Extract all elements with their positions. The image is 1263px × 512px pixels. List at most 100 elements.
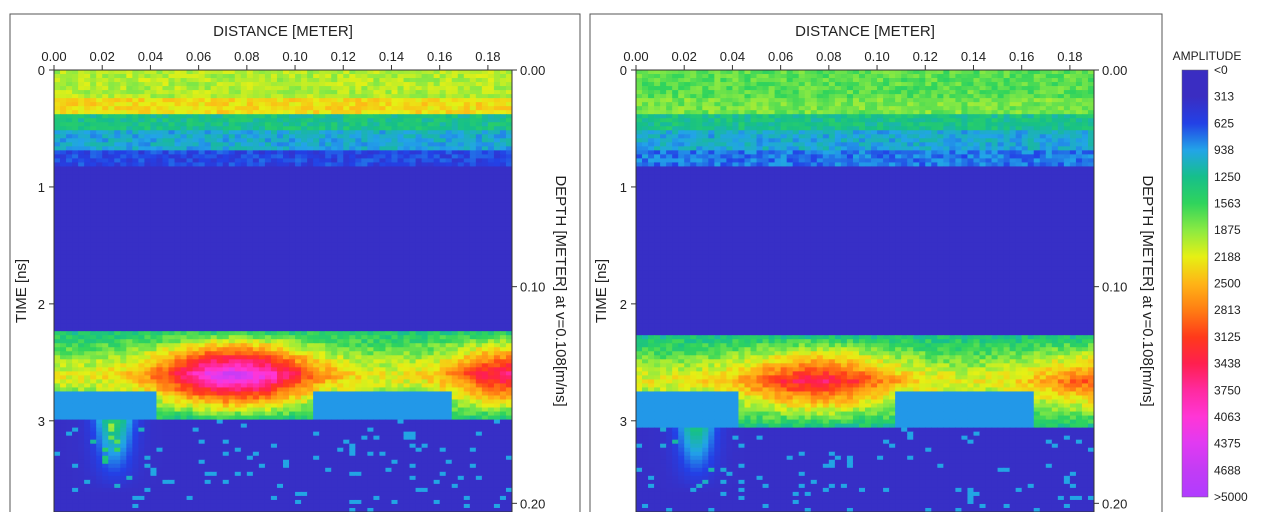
heatmap-cell [162, 311, 170, 316]
heatmap-cell [144, 126, 152, 131]
heatmap-cell [379, 303, 387, 308]
heatmap-cell [409, 214, 417, 220]
heatmap-cell [90, 262, 97, 268]
heatmap-cell [102, 311, 109, 316]
heatmap-cell [481, 307, 489, 312]
heatmap-cell [331, 78, 338, 83]
heatmap-cell [439, 134, 447, 139]
heatmap-cell [150, 86, 158, 91]
heatmap-cell [415, 299, 423, 304]
heatmap-cell [84, 154, 91, 159]
heatmap-cell [433, 170, 441, 176]
heatmap-cell [505, 291, 512, 296]
heatmap-cell [108, 198, 115, 204]
heatmap-cell [313, 311, 320, 316]
heatmap-cell [349, 299, 356, 304]
heatmap-cell [283, 90, 290, 95]
heatmap-cell [427, 102, 435, 107]
heatmap-cell [469, 214, 477, 220]
heatmap-cell [96, 82, 103, 87]
heatmap-cell [505, 110, 512, 115]
heatmap-cell [132, 282, 139, 288]
heatmap-cell [475, 266, 483, 272]
heatmap-cell [126, 70, 133, 75]
heatmap-cell [78, 270, 85, 276]
heatmap-cell [313, 262, 320, 268]
heatmap-cell [421, 250, 429, 256]
heatmap-cell [126, 150, 133, 155]
heatmap-cell [421, 178, 429, 184]
heatmap-cell [168, 311, 176, 316]
heatmap-cell [439, 295, 447, 300]
heatmap-cell [276, 299, 284, 304]
heatmap-cell [264, 150, 272, 155]
heatmap-cell [487, 102, 495, 107]
heatmap-cell [481, 222, 489, 228]
heatmap-cell [415, 226, 423, 232]
heatmap-cell [409, 138, 417, 143]
heatmap-cell [78, 331, 85, 336]
heatmap-cell [102, 90, 109, 95]
heatmap-cell [493, 291, 501, 296]
heatmap-cell [421, 90, 429, 95]
heatmap-cell [325, 74, 332, 79]
heatmap-cell [421, 70, 429, 75]
heatmap-cell [210, 286, 218, 292]
heatmap-cell [391, 174, 399, 180]
heatmap-cell [373, 214, 381, 220]
heatmap-cell [451, 311, 459, 316]
heatmap-cell [234, 238, 242, 244]
heatmap-cell [367, 178, 374, 184]
heatmap-cell [295, 278, 302, 284]
heatmap-cell [391, 138, 399, 143]
heatmap-cell [54, 158, 61, 164]
heatmap-cell [210, 90, 218, 95]
heatmap-cell [403, 282, 411, 288]
heatmap-cell [313, 299, 320, 304]
heatmap-cell [337, 266, 344, 272]
heatmap-cell [120, 74, 127, 79]
heatmap-cell [457, 246, 465, 252]
heatmap-cell [367, 202, 374, 208]
heatmap-cell [295, 94, 302, 99]
heatmap-cell [168, 154, 176, 159]
heatmap-cell [114, 254, 121, 260]
heatmap-cell [240, 162, 248, 168]
heatmap-cell [409, 303, 417, 308]
heatmap-cell [391, 154, 399, 159]
heatmap-cell [150, 170, 158, 176]
heatmap-cell [505, 182, 512, 188]
heatmap-cell [361, 234, 368, 240]
heatmap-cell [367, 315, 374, 320]
heatmap-cell [313, 142, 320, 147]
heatmap-cell [96, 154, 103, 159]
heatmap-cell [54, 74, 61, 79]
heatmap-cell [307, 110, 314, 115]
heatmap-cell [397, 102, 405, 107]
heatmap-cell [252, 270, 260, 276]
heatmap-cell [204, 106, 212, 111]
heatmap-cell [349, 126, 356, 131]
heatmap-cell [289, 166, 296, 172]
heatmap-cell [84, 278, 91, 284]
heatmap-cell [505, 206, 512, 212]
heatmap-cell [427, 150, 435, 155]
heatmap-cell [90, 299, 97, 304]
heatmap-cell [252, 278, 260, 284]
heatmap-cell [457, 327, 465, 332]
heatmap-cell [361, 299, 368, 304]
heatmap-cell [301, 202, 308, 208]
heatmap-cell [349, 194, 356, 200]
heatmap-cell [228, 78, 236, 83]
heatmap-cell [415, 118, 423, 123]
heatmap-cell [481, 190, 489, 196]
heatmap-cell [385, 295, 393, 300]
heatmap-cell [469, 162, 477, 168]
heatmap-cell [120, 190, 127, 196]
heatmap-cell [283, 130, 290, 135]
heatmap-cell [270, 266, 278, 272]
heatmap-cell [90, 150, 97, 155]
heatmap-cell [391, 238, 399, 244]
heatmap-cell [150, 270, 158, 276]
heatmap-cell [264, 270, 272, 276]
